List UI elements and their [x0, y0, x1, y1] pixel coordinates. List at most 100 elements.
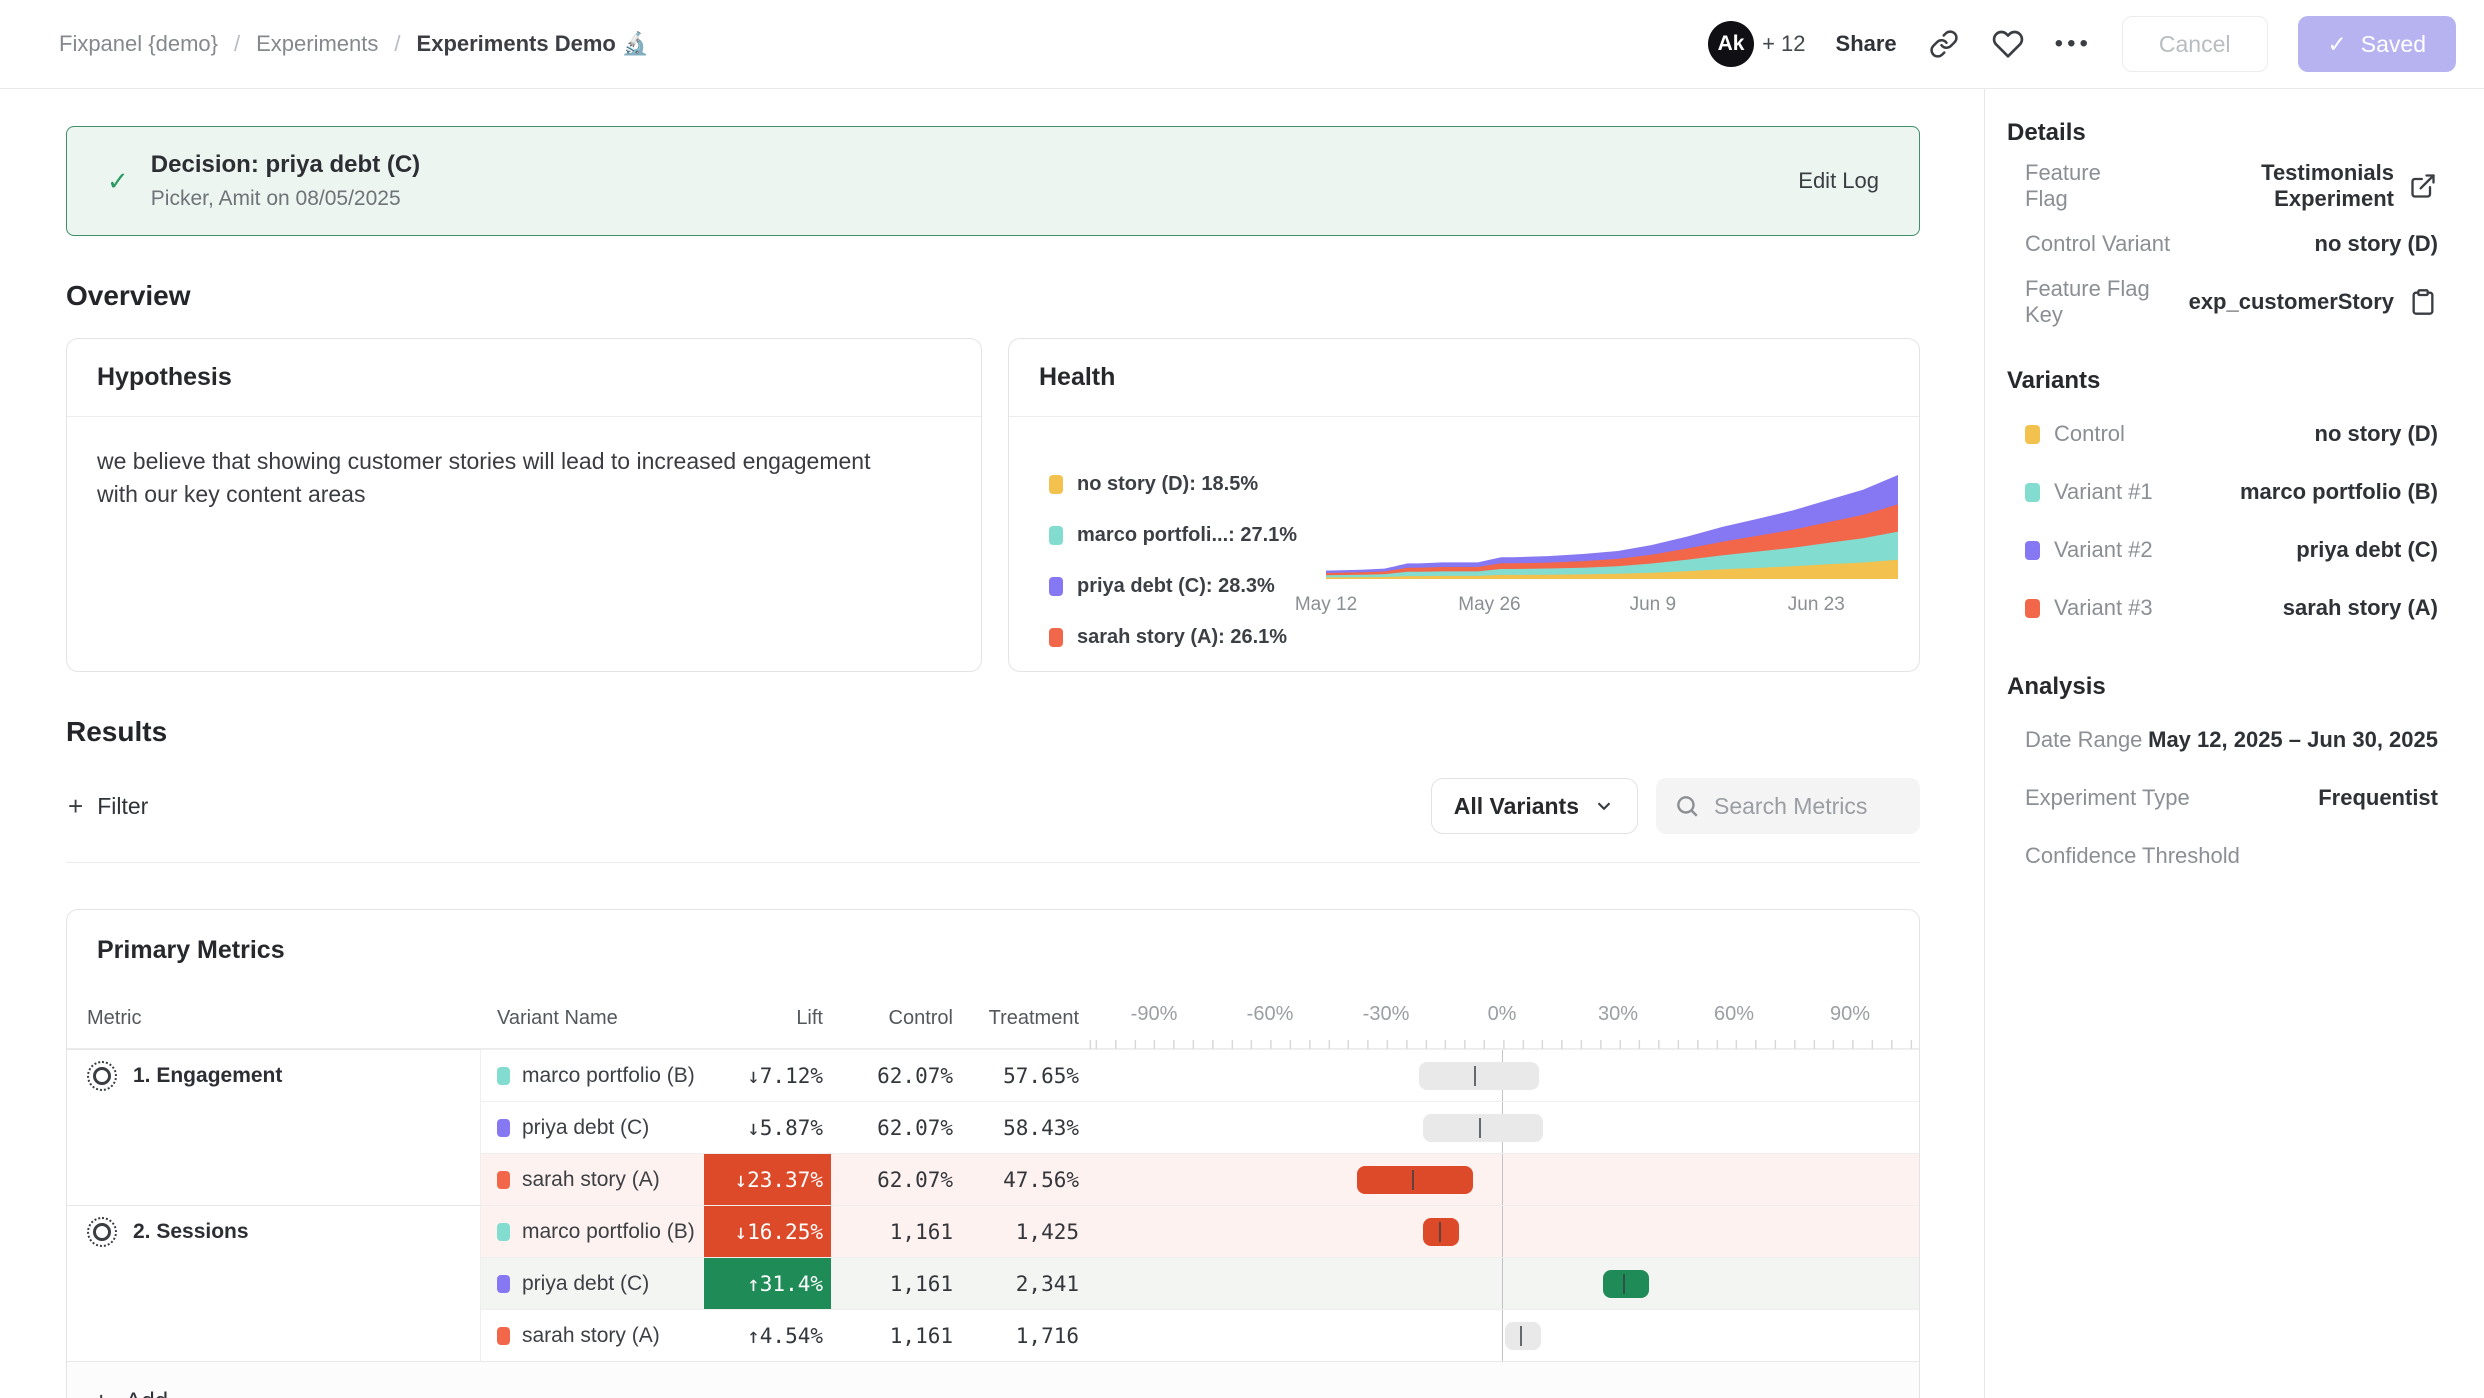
axis-tick-ruler: [1079, 1040, 1919, 1049]
sidebar-row-value: Frequentist: [2318, 785, 2438, 811]
sidebar-section-heading: Analysis: [2007, 673, 2438, 701]
control-cell: 62.07%: [831, 1101, 953, 1153]
lift-point-marker: [1479, 1118, 1481, 1138]
metrics-search[interactable]: [1656, 778, 1920, 834]
metric-table-row[interactable]: sarah story (A)↓23.37%62.07%47.56%: [67, 1153, 1919, 1205]
health-legend-item[interactable]: priya debt (C): 28.3%: [1049, 575, 1320, 598]
saved-button-label: Saved: [2361, 31, 2426, 58]
control-value: 62.07%: [877, 1064, 953, 1088]
add-metric-button[interactable]: + Add: [67, 1361, 1919, 1398]
variant-color-swatch: [1049, 526, 1063, 545]
legend-label: marco portfoli...: 27.1%: [1077, 524, 1297, 547]
metric-cell: [67, 1257, 481, 1309]
health-card: Health no story (D): 18.5%marco portfoli…: [1008, 338, 1920, 672]
top-actions: Ak + 12 Share ••• Cancel ✓ Saved: [1708, 16, 2456, 72]
variants-filter-dropdown[interactable]: All Variants: [1431, 778, 1638, 834]
control-cell: 1,161: [831, 1205, 953, 1257]
lift-point-marker: [1520, 1326, 1522, 1346]
avatar[interactable]: Ak: [1708, 21, 1754, 67]
variant-name: priya debt (C): [522, 1116, 649, 1140]
confidence-interval-bar[interactable]: [1505, 1322, 1541, 1350]
variant-name: priya debt (C): [522, 1272, 649, 1296]
treatment-cell: 57.65%: [953, 1049, 1079, 1101]
more-options-icon[interactable]: •••: [2055, 30, 2092, 58]
variant-color-swatch: [1049, 475, 1063, 494]
external-link-icon[interactable]: [2408, 171, 2438, 201]
metric-table-row[interactable]: priya debt (C) ↓5.87% 62.07% 58.43%: [67, 1101, 1919, 1153]
primary-metrics-card: Primary Metrics Metric Variant Name Lift…: [66, 909, 1920, 1398]
lift-value-cell: ↓5.87%: [704, 1101, 831, 1153]
lift-value: ↓16.25%: [734, 1220, 823, 1244]
zero-baseline: [1502, 1310, 1503, 1361]
confidence-interval-bar[interactable]: [1603, 1270, 1649, 1298]
sidebar-row-value: May 12, 2025 – Jun 30, 2025: [2148, 727, 2438, 753]
sidebar-row-value: no story (D): [2315, 421, 2438, 447]
search-icon: [1674, 793, 1700, 819]
avatar-overflow-count[interactable]: + 12: [1762, 31, 1805, 57]
confidence-interval-bar[interactable]: [1419, 1062, 1539, 1090]
chevron-down-icon: [1593, 795, 1615, 817]
sidebar-row-value: exp_customerStory: [2189, 289, 2394, 315]
metric-table-row[interactable]: sarah story (A)↑4.54%1,1611,716: [67, 1309, 1919, 1361]
edit-log-button[interactable]: Edit Log: [1798, 168, 1879, 194]
search-metrics-input[interactable]: [1714, 793, 1902, 820]
add-filter-button[interactable]: + Filter: [66, 783, 150, 830]
axis-tick-label: -90%: [1131, 1003, 1178, 1026]
x-axis-label: Jun 23: [1788, 594, 1845, 616]
experiment-page: Fixpanel {demo} / Experiments / Experime…: [0, 0, 2484, 1398]
metric-table-row[interactable]: 1. Engagement marco portfolio (B) ↓7.12% 62…: [67, 1049, 1919, 1101]
metric-cell: 1. Engagement: [67, 1049, 481, 1101]
saved-button[interactable]: ✓ Saved: [2298, 16, 2457, 72]
plus-icon: +: [93, 1386, 109, 1398]
metric-table-row[interactable]: priya debt (C)↑31.4%1,1612,341: [67, 1257, 1919, 1309]
treatment-value: 2,341: [1016, 1272, 1079, 1296]
sidebar-label-text: Confidence Threshold: [2025, 843, 2240, 869]
metric-name[interactable]: 1. Engagement: [133, 1064, 282, 1088]
metric-name[interactable]: 2. Sessions: [133, 1220, 249, 1244]
lift-value-cell: ↑31.4%: [704, 1257, 831, 1309]
clipboard-icon[interactable]: [2408, 287, 2438, 317]
breadcrumb-experiments[interactable]: Experiments: [256, 31, 378, 57]
treatment-value: 1,716: [1016, 1324, 1079, 1348]
variant-color-swatch: [497, 1171, 510, 1189]
breadcrumb-project[interactable]: Fixpanel {demo}: [59, 31, 218, 57]
overview-heading: Overview: [66, 280, 1920, 312]
metrics-table-header: Metric Variant Name Lift Control Treatme…: [67, 987, 1919, 1049]
sidebar-row-label: Control: [2025, 421, 2125, 447]
sidebar-row-confidence-threshold: Confidence Threshold: [2007, 827, 2438, 885]
variant-name: sarah story (A): [522, 1324, 660, 1348]
decision-title: Decision: priya debt (C): [151, 151, 1798, 179]
details-sidebar: DetailsFeature FlagTestimonials Experime…: [1984, 89, 2484, 1398]
health-x-axis: May 12May 26Jun 9Jun 23: [1320, 594, 1903, 624]
confidence-interval-bar[interactable]: [1423, 1114, 1543, 1142]
control-value: 62.07%: [877, 1116, 953, 1140]
collaborator-avatars[interactable]: Ak + 12: [1708, 21, 1805, 67]
metric-table-row[interactable]: 2. Sessionsmarco portfolio (B)↓16.25%1,1…: [67, 1205, 1919, 1257]
sidebar-row-label: Confidence Threshold: [2025, 843, 2240, 869]
column-metric: Metric: [67, 1007, 481, 1030]
health-legend-item[interactable]: sarah story (A): 26.1%: [1049, 626, 1320, 649]
share-button[interactable]: Share: [1836, 31, 1897, 57]
metric-cell: 2. Sessions: [67, 1205, 481, 1257]
favorite-heart-icon[interactable]: [1991, 27, 2025, 61]
copy-link-icon[interactable]: [1927, 27, 1961, 61]
legend-label: sarah story (A): 26.1%: [1077, 626, 1287, 649]
variant-color-swatch: [2025, 425, 2040, 444]
lift-point-marker: [1623, 1274, 1625, 1294]
variant-name-cell: sarah story (A): [481, 1309, 704, 1361]
treatment-value: 58.43%: [1003, 1116, 1079, 1140]
health-legend-item[interactable]: marco portfoli...: 27.1%: [1049, 524, 1320, 547]
lift-point-marker: [1412, 1170, 1414, 1190]
cancel-button[interactable]: Cancel: [2122, 16, 2268, 72]
variant-color-swatch: [2025, 483, 2040, 502]
lift-value: ↓7.12%: [747, 1064, 823, 1088]
legend-label: no story (D): 18.5%: [1077, 473, 1258, 496]
confidence-interval-bar[interactable]: [1357, 1166, 1473, 1194]
health-legend-item[interactable]: no story (D): 18.5%: [1049, 473, 1320, 496]
sidebar-row-value: no story (D): [2315, 231, 2438, 257]
variant-name-cell: marco portfolio (B): [481, 1049, 704, 1101]
lift-value-cell: ↑4.54%: [704, 1309, 831, 1361]
sidebar-row-variant-2: Variant #2priya debt (C): [2007, 521, 2438, 579]
hypothesis-body: we believe that showing customer stories…: [67, 417, 947, 540]
metric-cell: [67, 1101, 481, 1153]
